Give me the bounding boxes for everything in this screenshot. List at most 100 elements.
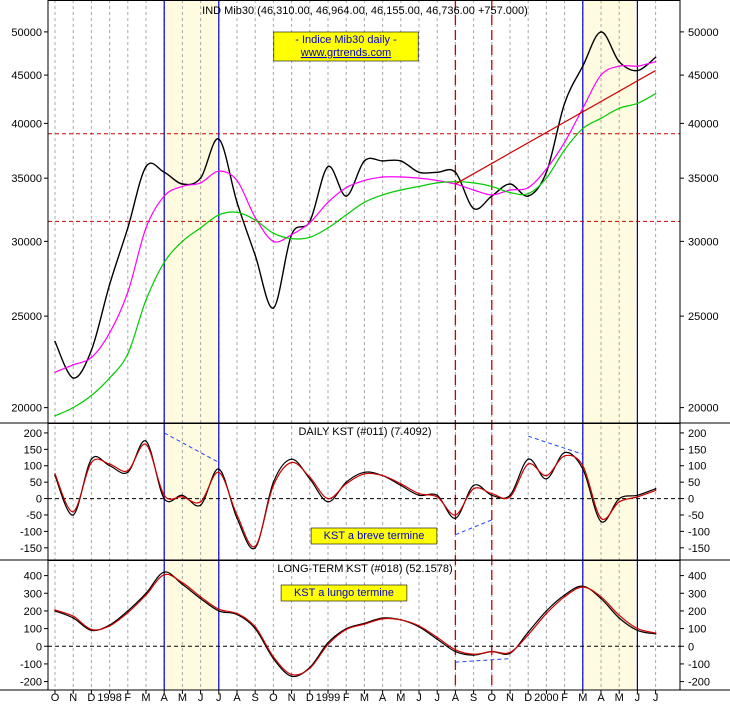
- panel-0-series-0-point-4: [127, 227, 129, 229]
- panel-0-series-2-point-27: [545, 177, 548, 179]
- ytick-label-right-0-5: 45000: [688, 70, 719, 82]
- panel-2-series-1-point-12: [272, 656, 275, 658]
- panel-1-series-1: [54, 443, 657, 548]
- panel-0-series-1-point-0: [54, 371, 56, 374]
- panel-2-series-1-point-4: [127, 611, 129, 614]
- panel-1-series-0-point-27: [545, 478, 548, 480]
- ytick-label-right-1-2: 100: [688, 461, 706, 473]
- panel-0-series-1-point-11: [254, 216, 256, 219]
- ytick-label-left-0-2: 30000: [11, 236, 42, 248]
- panel-2-series-1-point-0: [54, 609, 56, 611]
- panel-0-series-2-point-33: [654, 92, 657, 95]
- panel-2-series-1-point-2: [90, 628, 93, 631]
- panel-0-series-1-point-8: [199, 182, 202, 184]
- panel-0-series-2-point-8: [199, 227, 202, 229]
- daily-kst-annotation-badge: KST a breve termine: [310, 527, 438, 545]
- panel-2-series-0-point-22: [454, 650, 457, 653]
- panel-0-series-0-point-24: [491, 195, 493, 197]
- panel-0-series-1-point-10: [236, 179, 238, 182]
- panel-0-series-1-point-25: [509, 189, 511, 191]
- panel-1-series-1-point-13: [290, 461, 293, 464]
- panel-2-series-1-point-18: [381, 618, 384, 620]
- panel-0-series-1-point-14: [309, 221, 311, 224]
- panel-1-series-0-point-2: [90, 458, 93, 460]
- ytick-label-left-1-6: -100: [20, 526, 42, 538]
- panel-0-series-1-point-16: [345, 186, 348, 189]
- panel-0-series-1-point-23: [472, 189, 475, 191]
- panel-2-series-1-point-21: [436, 636, 439, 639]
- panel-0-series-0-point-33: [654, 56, 657, 59]
- panel-0-series-line-0: [54, 31, 657, 379]
- panel-2-series-1-point-28: [563, 595, 566, 598]
- panel-0-series-1-point-3: [108, 332, 111, 334]
- panel-0-series-0-point-23: [472, 207, 475, 210]
- panel-1-series-0-point-33: [654, 487, 657, 490]
- panel-0-series-2-point-26: [527, 192, 529, 195]
- panel-0-series-1-point-33: [654, 60, 657, 63]
- ytick-label-right-0-6: 50000: [688, 27, 719, 39]
- panel-0-series-2-point-7: [181, 240, 184, 243]
- panel-0-series-0-point-1: [72, 377, 74, 379]
- panel-0-series-2-point-18: [381, 194, 384, 196]
- ytick-label-right-0-1: 25000: [688, 311, 719, 323]
- panel-0-series-1-point-9: [218, 170, 220, 172]
- panel-0-series-1-point-27: [545, 168, 548, 170]
- xtick-label-31: M: [615, 692, 624, 704]
- panel-2-series-1-point-9: [218, 608, 220, 610]
- panel-0-series-2-point-25: [509, 191, 511, 194]
- xtick-label-16: F: [343, 692, 350, 704]
- panel-1-series-1-point-29: [582, 464, 584, 467]
- longterm-kst-annotation-badge-line-0: KST a lungo termine: [294, 587, 394, 599]
- panel-1-series-0-point-29: [582, 468, 584, 470]
- panel-1-series-0-point-17: [363, 471, 366, 474]
- panel-0-series-2-point-12: [272, 232, 275, 235]
- panel-0-series-2-point-3: [108, 377, 111, 379]
- panel-2-series-1-point-17: [363, 623, 366, 625]
- xtick-label-3: 1998: [97, 692, 121, 704]
- panel-0-series-1-point-1: [72, 364, 74, 366]
- panel-0-series-0-point-25: [509, 183, 511, 185]
- panel-1-series-1-point-24: [491, 492, 493, 495]
- xtick-label-9: J: [216, 692, 222, 704]
- ytick-label-left-2-5: -100: [20, 659, 42, 671]
- xtick-label-12: O: [269, 692, 278, 704]
- panel-0-series-2-point-6: [163, 261, 165, 264]
- panel-0-series-2-point-28: [563, 149, 566, 151]
- panel-2-series-1-point-29: [582, 586, 584, 588]
- panel-2-series-0-point-7: [181, 583, 184, 586]
- xtick-label-26: D: [524, 692, 532, 704]
- xtick-label-7: M: [178, 692, 187, 704]
- panel-title-2: LONG-TERM KST (#018) (52.1578): [277, 563, 452, 575]
- panel-0-series-2-point-22: [454, 180, 457, 183]
- xtick-label-15: 1999: [316, 692, 340, 704]
- panel-1-series-0-point-1: [72, 514, 74, 516]
- ytick-label-right-2-3: 100: [688, 624, 706, 636]
- panel-2-series-0-point-31: [618, 617, 620, 619]
- panel-1-series-0-point-9: [218, 468, 220, 470]
- xtick-label-20: J: [416, 692, 422, 704]
- xtick-label-28: F: [561, 692, 568, 704]
- xtick-label-6: A: [161, 692, 169, 704]
- ytick-label-left-2-2: 200: [24, 606, 42, 618]
- xtick-label-22: A: [452, 692, 460, 704]
- panel-1-series-0-point-3: [108, 464, 111, 467]
- panel-0-series-1-point-20: [418, 177, 420, 179]
- panel-2-series-1-point-14: [309, 667, 311, 670]
- panel-0-series-0-point-6: [163, 171, 165, 174]
- panel-2-series-0-point-30: [600, 597, 602, 600]
- panel-0-series-1-point-26: [527, 186, 529, 189]
- ytick-label-left-2-6: -200: [20, 677, 42, 689]
- panel-1-series-1-point-14: [309, 476, 311, 479]
- panel-1-series-1-point-3: [108, 463, 111, 465]
- panel-2-series-line-1: [54, 573, 656, 676]
- panel-2-series-1-point-26: [527, 633, 529, 636]
- panel-0-series-0-point-16: [345, 195, 348, 197]
- panel-1-series-1-point-25: [509, 496, 511, 498]
- ytick-label-left-0-0: 20000: [11, 403, 42, 415]
- panel-1-series-0-point-28: [563, 451, 566, 454]
- daily-kst-annotation-badge-line-0: KST a breve termine: [324, 530, 425, 542]
- ytick-label-left-1-7: -150: [20, 543, 42, 555]
- panel-1-series-0-point-24: [491, 494, 493, 497]
- panel-1-series-1-point-16: [345, 482, 348, 485]
